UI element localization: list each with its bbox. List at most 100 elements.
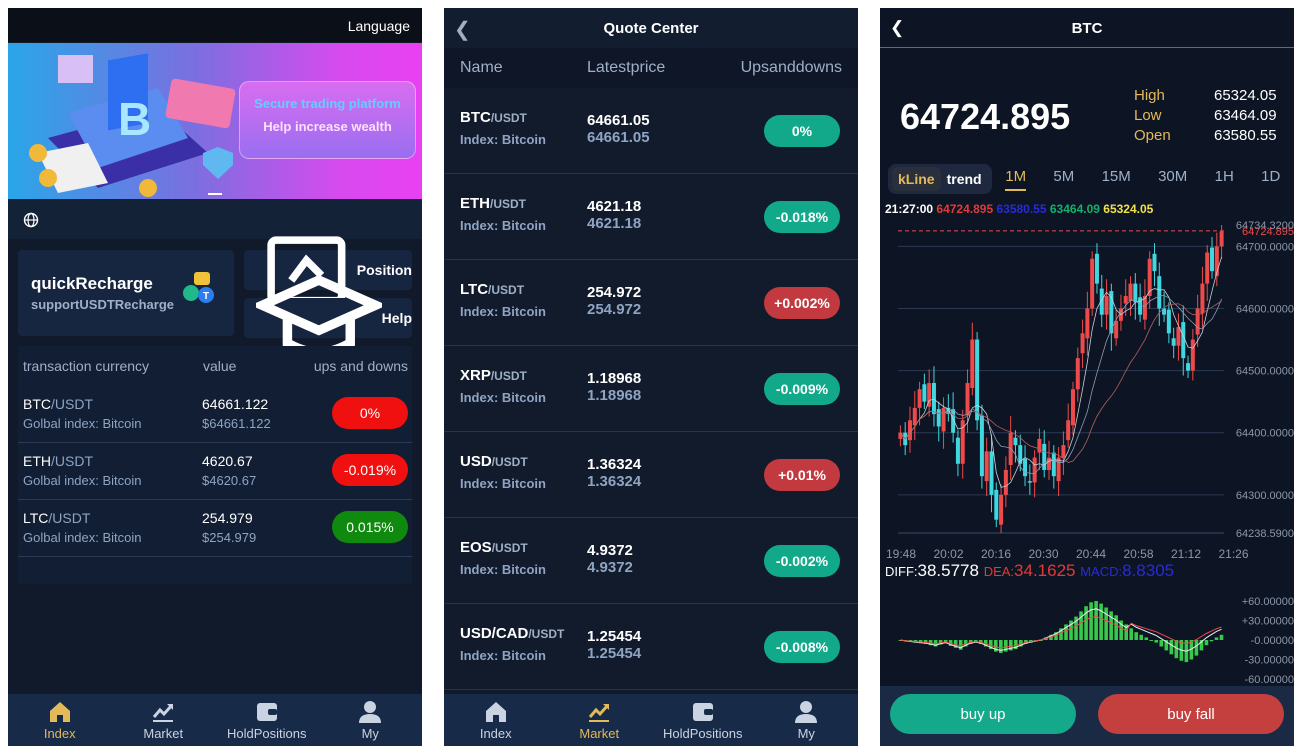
pair-value: 254.979 — [202, 510, 253, 526]
change-badge: +0.002% — [764, 287, 840, 319]
pair-usd: $254.979 — [202, 530, 257, 545]
quote-row[interactable]: USD/CAD/USDT Index: Bitcoin 1.25454 1.25… — [444, 604, 858, 690]
macd-bar — [983, 640, 988, 647]
pair-base: EOS — [460, 539, 492, 556]
latest-price: 4.9372 — [587, 542, 633, 559]
pair-base: ETH — [23, 453, 51, 469]
tab-label: Index — [479, 726, 512, 741]
pair-index: Index: Bitcoin — [460, 476, 546, 491]
quote-row[interactable]: XRP/USDT Index: Bitcoin 1.18968 1.18968 … — [444, 346, 858, 432]
timeframe-15m[interactable]: 15M — [1101, 167, 1131, 185]
macd-bar — [1054, 632, 1058, 640]
x-tick-label: 20:16 — [981, 547, 1011, 558]
quote-row[interactable]: ETH/USDT Index: Bitcoin 4621.18 4621.18 … — [444, 174, 858, 260]
timeframe-1d[interactable]: 1D — [1261, 167, 1281, 185]
tab-holdpositions[interactable]: HoldPositions — [215, 694, 319, 746]
buy-up-button[interactable]: buy up — [890, 694, 1076, 734]
x-tick-label: 19:48 — [886, 547, 916, 558]
macd-bar — [1059, 628, 1063, 640]
tab-label: Market — [579, 726, 620, 741]
macd-bar — [928, 640, 933, 646]
promo-banner[interactable]: B Secure trading platform Help increase … — [8, 43, 422, 199]
pair-quote: /USDT — [490, 197, 526, 211]
candle-body — [951, 409, 956, 433]
latest-price-secondary: 4.9372 — [587, 559, 633, 576]
candle-body — [1018, 445, 1023, 464]
candle-body — [994, 489, 999, 520]
header-value: value — [203, 358, 237, 374]
quote-row[interactable]: LTC/USDT Index: Bitcoin 254.972 254.972 … — [444, 260, 858, 346]
macd-bar — [948, 640, 953, 646]
pair-quote: /USDT — [490, 369, 527, 383]
candle-body — [1190, 339, 1195, 371]
tab-holdpositions[interactable]: HoldPositions — [651, 694, 755, 746]
y-tick-label: 64500.0000 — [1236, 366, 1294, 378]
table-row[interactable]: BTC/USDT Golbal index: Bitcoin 64661.122… — [18, 386, 412, 443]
dea-value: 34.1625 — [1014, 561, 1076, 580]
globe-row — [8, 199, 422, 239]
quote-row[interactable]: BTC/USDT Index: Bitcoin 64661.05 64661.0… — [444, 88, 858, 174]
candle-body — [979, 415, 984, 477]
help-button[interactable]: Help — [244, 275, 412, 358]
top-bar: Language — [8, 8, 422, 42]
macd-bar — [1204, 640, 1209, 646]
timeframe-1h[interactable]: 1H — [1214, 167, 1234, 185]
quick-recharge-card[interactable]: quickRecharge supportUSDTRecharge T — [18, 250, 234, 336]
x-tick-label: 21:26 — [1219, 547, 1249, 558]
timeframe-30m[interactable]: 30M — [1158, 167, 1188, 185]
macd-bar — [1124, 624, 1128, 640]
pair-base: LTC — [23, 510, 49, 526]
help-label: Help — [381, 310, 412, 326]
quote-row[interactable]: EOS/USDT Index: Bitcoin 4.9372 4.9372 -0… — [444, 518, 858, 604]
tab-my[interactable]: My — [755, 694, 859, 746]
candle-body — [1123, 296, 1128, 304]
macd-chart[interactable]: +60.00000 +30.00000 -0.00000 -30.00000 -60.0… — [880, 590, 1294, 690]
latest-price-secondary: 1.18968 — [587, 387, 642, 404]
home-icon — [49, 702, 70, 722]
change-badge: -0.009% — [764, 373, 840, 405]
candle-body — [1051, 452, 1056, 477]
table-row[interactable]: LTC/USDT Golbal index: Bitcoin 254.979 $… — [18, 500, 412, 557]
candle-body — [936, 409, 941, 427]
back-arrow-icon[interactable]: ❮ — [454, 19, 471, 41]
pair-base: BTC — [460, 109, 491, 126]
tab-my[interactable]: My — [319, 694, 423, 746]
pair-quote: /USDT — [490, 111, 527, 125]
detail-header: ❮ BTC — [880, 8, 1294, 48]
tab-index[interactable]: Index — [8, 694, 112, 746]
toggle-kline[interactable]: kLine — [892, 167, 941, 191]
bottom-tab-bar: Index Market HoldPositions My — [444, 694, 858, 746]
toggle-trend[interactable]: trend — [946, 171, 982, 187]
quick-recharge-title: quickRecharge — [31, 274, 153, 293]
table-row[interactable]: ETH/USDT Golbal index: Bitcoin 4620.67 $… — [18, 443, 412, 500]
latest-price: 254.972 — [587, 284, 642, 301]
quote-row[interactable]: USD/USDT Index: Bitcoin 1.36324 1.36324 … — [444, 432, 858, 518]
macd-bar — [933, 640, 938, 647]
back-arrow-icon[interactable]: ❮ — [890, 18, 905, 37]
pair-index: Golbal index: Bitcoin — [23, 473, 142, 488]
candle-body — [1114, 320, 1119, 339]
latest-price: 1.18968 — [587, 370, 642, 387]
latest-price-secondary: 254.972 — [587, 301, 642, 318]
macd-bar — [1169, 640, 1174, 655]
macd-axis-label: -60.00000 — [1244, 674, 1294, 686]
timeframe-5m[interactable]: 5M — [1053, 167, 1075, 185]
macd-label: MACD: — [1080, 564, 1123, 579]
tab-market[interactable]: Market — [112, 694, 216, 746]
pair-quote: /USDT — [491, 541, 528, 555]
chart-controls: kLine trend 1M 5M 15M 30M 1H 1D — [888, 163, 1294, 195]
tab-market[interactable]: Market — [548, 694, 652, 746]
header-currency: transaction currency — [23, 358, 150, 374]
candle-body — [1013, 437, 1018, 446]
language-button[interactable]: Language — [347, 18, 410, 34]
macd-bar — [988, 640, 993, 650]
timeframe-1m[interactable]: 1M — [1005, 168, 1027, 191]
tab-index[interactable]: Index — [444, 694, 548, 746]
globe-icon[interactable] — [23, 212, 39, 228]
carousel-indicator[interactable] — [208, 193, 222, 195]
buy-fall-button[interactable]: buy fall — [1098, 694, 1284, 734]
candle-body — [1200, 283, 1205, 314]
tab-label: Index — [43, 726, 76, 741]
moving-average-line — [900, 300, 1222, 463]
